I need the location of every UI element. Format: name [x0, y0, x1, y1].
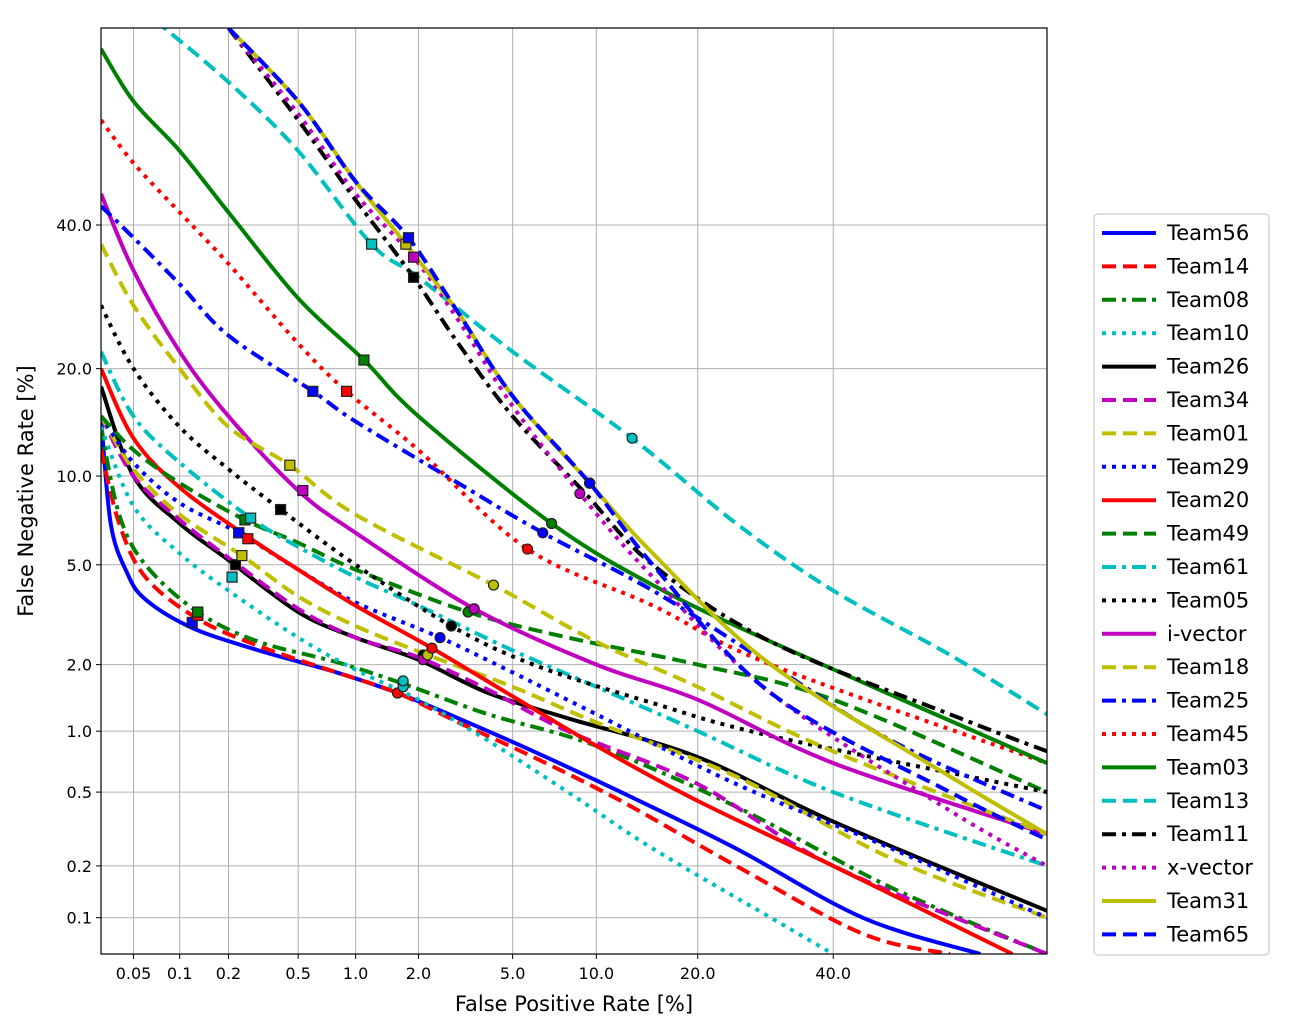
series-line-x-vector	[226, 28, 1047, 868]
act-dcf-marker-team45	[521, 543, 534, 555]
act-dcf-marker-team61	[397, 675, 409, 687]
legend-label-team13: Team13	[1166, 789, 1249, 813]
act-dcf-marker-team03	[545, 517, 558, 530]
legend-label-team26: Team26	[1166, 355, 1249, 379]
x-tick-label: 0.1	[167, 964, 192, 983]
plot-frame	[100, 27, 1048, 955]
legend-label-team49: Team49	[1166, 522, 1249, 546]
series-line-team05	[101, 304, 1047, 795]
min-dcf-marker-x-vector	[407, 251, 420, 263]
x-axis-ticks: 0.05 0.1 0.2 0.5 1.0 2.0 5.0 10.0 20.0 40.0	[116, 954, 851, 983]
x-tick-label: 0.05	[116, 964, 152, 983]
y-tick-label: 0.2	[67, 857, 92, 876]
act-dcf-marker-team18	[487, 579, 500, 591]
min-dcf-marker-team65	[402, 232, 415, 244]
min-dcf-marker-team03	[358, 354, 370, 366]
act-dcf-marker-team25	[537, 527, 549, 539]
legend-box	[1093, 213, 1270, 956]
series-line-team01	[101, 415, 1047, 920]
legend-label-team29: Team29	[1166, 455, 1249, 479]
min-dcf-marker-team13	[365, 238, 378, 250]
y-axis-ticks: 0.1 0.2 0.5 1.0 2.0 5.0 10.0 20.0 40.0	[56, 216, 101, 928]
y-tick-label: 0.5	[67, 783, 92, 802]
min-dcf-marker-team05	[274, 503, 287, 516]
series-line-team29	[101, 415, 1047, 920]
act-dcf-marker-team20	[426, 642, 438, 654]
x-tick-label: 5.0	[500, 964, 525, 983]
min-dcf-marker-team01	[236, 549, 248, 562]
legend-label-team20: Team20	[1166, 488, 1249, 512]
legend-label-x-vector: x-vector	[1167, 856, 1253, 880]
min-dcf-marker-team61	[245, 512, 257, 524]
legend-label-team61: Team61	[1166, 555, 1249, 579]
x-tick-label: 0.2	[216, 964, 241, 983]
x-tick-label: 0.5	[285, 964, 310, 983]
legend-label-team10: Team10	[1166, 321, 1249, 345]
legend: Team56 Team14 Team08 Team10 Team26 Team34 Team…	[1093, 213, 1270, 956]
min-dcf-marker-team20	[242, 533, 254, 545]
legend-label-team25: Team25	[1166, 689, 1249, 713]
min-dcf-marker-team29	[233, 527, 245, 539]
x-tick-label: 1.0	[343, 964, 368, 983]
series-line-team14	[101, 449, 951, 954]
x-axis-label: False Positive Rate [%]	[455, 992, 693, 1016]
series-line-team45	[101, 118, 1047, 765]
series-line-team65	[227, 28, 1047, 842]
series-line-team61	[101, 350, 1047, 868]
y-tick-label: 0.1	[67, 909, 92, 928]
legend-label-team34: Team34	[1166, 388, 1249, 412]
legend-label-team56: Team56	[1166, 221, 1249, 245]
legend-label-team45: Team45	[1166, 722, 1249, 746]
act-dcf-marker-team29	[434, 632, 446, 644]
series-line-team11	[226, 28, 1047, 754]
legend-label-team31: Team31	[1166, 889, 1249, 913]
y-tick-label: 40.0	[56, 216, 92, 235]
min-dcf-marker-team10	[226, 571, 238, 583]
series-line-team25	[101, 204, 1047, 813]
legend-label-team11: Team11	[1166, 822, 1249, 846]
legend-label-team65: Team65	[1166, 922, 1249, 946]
y-tick-label: 5.0	[67, 556, 92, 575]
legend-label-team05: Team05	[1166, 588, 1249, 612]
min-dcf-marker-team18	[284, 459, 296, 471]
x-tick-label: 10.0	[579, 964, 615, 983]
min-dcf-marker-team08	[192, 606, 204, 618]
series-line-team10	[101, 426, 835, 954]
series-line-team49	[101, 414, 1047, 794]
legend-label-team03: Team03	[1166, 755, 1249, 779]
series-line-team34	[101, 415, 1047, 954]
series-line-team18	[101, 243, 1047, 836]
min-dcf-marker-team11	[407, 271, 420, 283]
series-line-team08	[101, 426, 1047, 954]
marker-layer	[186, 232, 638, 699]
series-line-team13	[161, 28, 1047, 717]
y-tick-label: 2.0	[67, 656, 92, 675]
x-tick-label: 2.0	[406, 964, 431, 983]
legend-label-i-vector: i-vector	[1167, 622, 1247, 646]
min-dcf-marker-i-vector	[297, 484, 309, 497]
legend-label-team08: Team08	[1166, 288, 1249, 312]
act-dcf-marker-team05	[445, 620, 457, 632]
legend-label-team14: Team14	[1166, 254, 1249, 278]
act-dcf-marker-x-vector	[574, 487, 586, 500]
y-tick-label: 10.0	[56, 467, 92, 486]
act-dcf-marker-i-vector	[468, 603, 480, 615]
act-dcf-marker-team65	[584, 477, 596, 489]
x-tick-label: 20.0	[680, 964, 716, 983]
series-line-i-vector	[101, 193, 1047, 836]
x-tick-label: 40.0	[815, 964, 851, 983]
act-dcf-marker-team13	[626, 432, 638, 444]
plot-background	[101, 28, 1047, 954]
min-dcf-marker-team45	[340, 385, 353, 397]
y-tick-label: 20.0	[56, 360, 92, 379]
y-axis-label: False Negative Rate [%]	[14, 365, 38, 616]
legend-label-team18: Team18	[1166, 655, 1249, 679]
legend-label-team01: Team01	[1166, 421, 1249, 445]
min-dcf-marker-team26	[229, 559, 242, 571]
min-dcf-marker-team25	[307, 385, 319, 397]
y-tick-label: 1.0	[67, 722, 92, 741]
